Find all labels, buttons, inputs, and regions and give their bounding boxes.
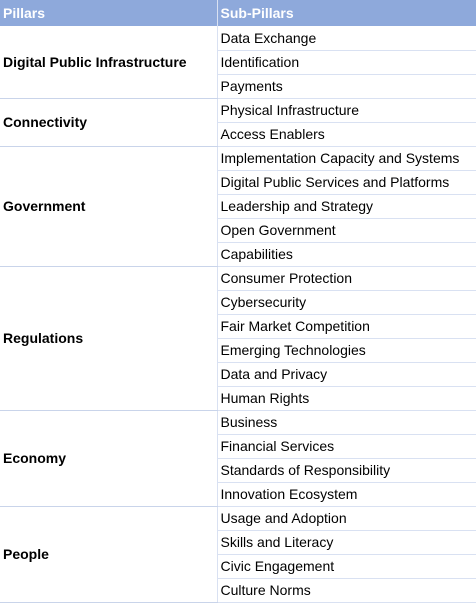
sub-pillar-cell: Data and Privacy [217,362,476,387]
table-row: Fair Market Competition [0,314,476,339]
header-pillars: Pillars [0,0,218,26]
sub-pillar-cell: Physical Infrastructure [217,98,476,123]
table-row: People Usage and Adoption [0,506,476,603]
table-row: Open Government [0,218,476,243]
sub-pillar-cell: Payments [217,74,476,99]
table-row: Cybersecurity [0,290,476,315]
table-row: Government Implementation Capacity and Sy… [0,146,476,267]
table-row: Emerging Technologies [0,338,476,363]
sub-pillar-cell: Digital Public Services and Platforms [217,170,476,195]
header-row: Pillars Sub-Pillars [0,0,476,26]
sub-pillar-cell: Cybersecurity [217,290,476,315]
sub-pillar-cell: Culture Norms [217,578,476,603]
sub-pillar-cell: Data Exchange [217,26,476,51]
table-row: Identification [0,50,476,75]
table-row: Skills and Literacy [0,530,476,555]
sub-pillar-cell: Skills and Literacy [217,530,476,555]
table-row: Capabilities [0,242,476,267]
table-row: Innovation Ecosystem [0,482,476,507]
table-row: Economy Business [0,410,476,507]
table-row: Connectivity Physical Infrastructure [0,98,476,147]
table-row: Standards of Responsibility [0,458,476,483]
sub-pillar-cell: Access Enablers [217,122,476,147]
table-row: Payments [0,74,476,99]
table-row: Digital Public Infrastructure Data Exchan… [0,26,476,99]
table-row: Digital Public Services and Platforms [0,170,476,195]
sub-pillar-cell: Implementation Capacity and Systems [217,146,476,171]
pillar-cell: Regulations [0,266,218,411]
sub-pillar-cell: Open Government [217,218,476,243]
sub-pillar-cell: Capabilities [217,242,476,267]
table-row: Access Enablers [0,122,476,147]
table-row: Regulations Consumer Protection [0,266,476,411]
sub-pillar-cell: Fair Market Competition [217,314,476,339]
pillar-cell: Government [0,146,218,267]
sub-pillar-cell: Identification [217,50,476,75]
table-row: Data and Privacy [0,362,476,387]
pillar-cell: Connectivity [0,98,218,147]
sub-pillar-cell: Financial Services [217,434,476,459]
sub-pillar-cell: Innovation Ecosystem [217,482,476,507]
pillar-cell: Economy [0,410,218,507]
sub-pillar-cell: Standards of Responsibility [217,458,476,483]
pillar-cell: Digital Public Infrastructure [0,26,218,99]
sub-pillar-cell: Leadership and Strategy [217,194,476,219]
sub-pillar-cell: Business [217,410,476,435]
table-row: Civic Engagement [0,554,476,579]
table-body: Digital Public Infrastructure Data Exchan… [0,26,476,603]
table-row: Culture Norms [0,578,476,603]
sub-pillar-cell: Emerging Technologies [217,338,476,363]
sub-pillar-cell: Human Rights [217,386,476,411]
sub-pillar-cell: Usage and Adoption [217,506,476,531]
sub-pillar-cell: Civic Engagement [217,554,476,579]
header-sub-pillars: Sub-Pillars [217,0,476,26]
table-row: Leadership and Strategy [0,194,476,219]
table-row: Financial Services [0,434,476,459]
pillar-cell: People [0,506,218,603]
table-row: Human Rights [0,386,476,411]
sub-pillar-cell: Consumer Protection [217,266,476,291]
